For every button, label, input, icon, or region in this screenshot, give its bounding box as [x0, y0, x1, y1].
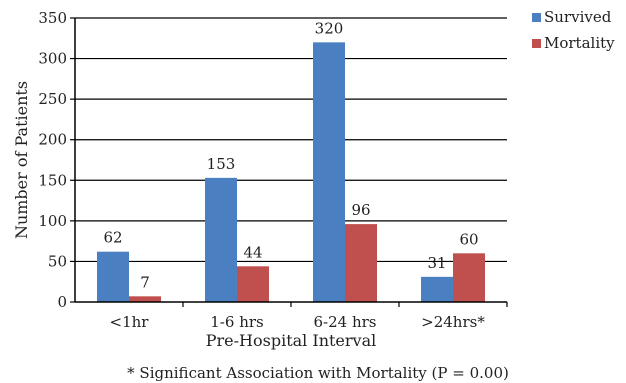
y-tick-label: 300 — [38, 50, 67, 68]
y-tick-label: 50 — [48, 252, 67, 270]
data-label: 96 — [351, 201, 370, 219]
legend: Survived Mortality — [532, 8, 615, 52]
data-label: 320 — [315, 19, 344, 37]
axes — [70, 17, 508, 307]
y-axis-title: Number of Patients — [12, 81, 31, 239]
x-tick-label: 6-24 hrs — [314, 313, 377, 331]
data-label: 60 — [459, 230, 478, 248]
data-label: 7 — [140, 273, 150, 291]
y-tick-label: 200 — [38, 131, 67, 149]
data-label: 44 — [243, 243, 262, 261]
x-tick-label: >24hrs* — [421, 313, 485, 331]
gridlines — [75, 17, 507, 263]
bars — [97, 42, 485, 302]
data-labels: 62 7 153 44 320 96 31 60 — [103, 19, 478, 291]
x-tick-label: <1hr — [110, 313, 150, 331]
bar-mortality — [237, 266, 269, 302]
bar-survived — [97, 251, 129, 302]
legend-label: Mortality — [544, 34, 615, 52]
data-label: 153 — [207, 155, 236, 173]
y-tick-label: 150 — [38, 171, 67, 189]
bar-mortality — [129, 296, 161, 302]
legend-label: Survived — [544, 8, 612, 26]
bar-survived — [205, 177, 237, 302]
data-label: 62 — [103, 229, 122, 247]
footnote: * Significant Association with Mortality… — [127, 364, 509, 382]
bar-survived — [313, 42, 345, 302]
data-label: 31 — [427, 254, 446, 272]
y-tick-label: 350 — [38, 9, 67, 27]
x-tick-labels: <1hr 1-6 hrs 6-24 hrs >24hrs* — [110, 313, 486, 331]
bar-survived — [421, 276, 453, 302]
y-tick-labels: 0 50 100 150 200 250 300 350 — [38, 9, 67, 311]
legend-swatch-mortality — [532, 39, 541, 48]
x-tick-label: 1-6 hrs — [210, 313, 263, 331]
y-tick-label: 250 — [38, 90, 67, 108]
legend-swatch-survived — [532, 13, 541, 22]
x-axis-title: Pre-Hospital Interval — [206, 331, 376, 350]
y-tick-label: 100 — [38, 212, 67, 230]
bar-mortality — [453, 253, 485, 302]
bar-mortality — [345, 224, 377, 302]
y-tick-label: 0 — [57, 293, 67, 311]
